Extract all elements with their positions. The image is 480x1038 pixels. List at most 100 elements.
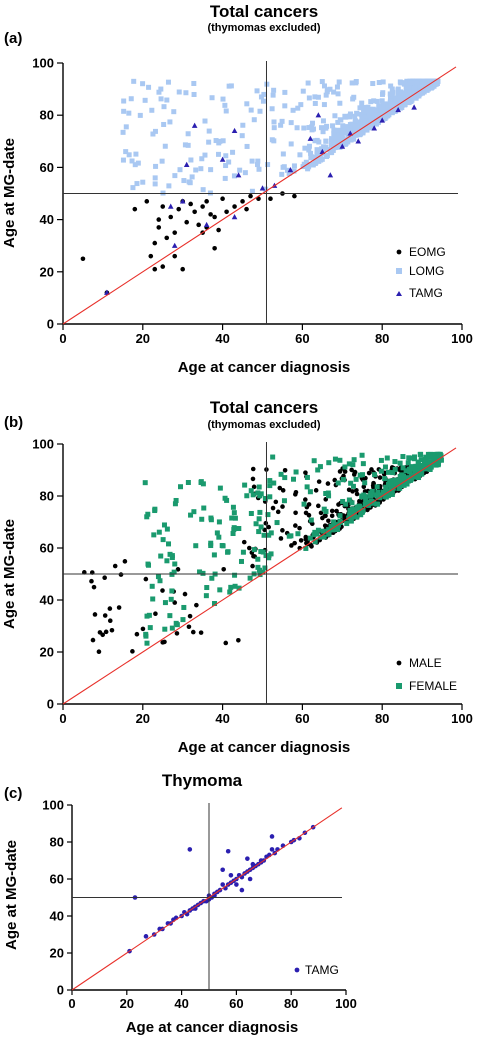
data-point-female xyxy=(147,625,153,631)
data-point-female xyxy=(248,510,254,516)
data-point-lomg xyxy=(306,164,312,170)
data-point-lomg xyxy=(159,158,165,164)
data-point-lomg xyxy=(164,97,170,103)
data-point-female xyxy=(156,529,162,535)
data-point-female xyxy=(304,474,310,480)
data-point-female xyxy=(255,564,261,570)
data-point-lomg xyxy=(171,109,177,115)
data-point-lomg xyxy=(402,102,408,108)
data-point-female xyxy=(152,508,158,514)
data-point-lomg xyxy=(398,80,404,86)
data-point-female xyxy=(162,600,168,606)
data-point-lomg xyxy=(206,128,212,134)
data-point-lomg xyxy=(353,132,359,138)
data-point-lomg xyxy=(185,142,191,148)
data-point-female xyxy=(348,518,354,524)
data-point-female xyxy=(401,476,407,482)
data-point-lomg xyxy=(312,138,318,144)
data-point-lomg xyxy=(405,93,411,99)
data-point-female xyxy=(227,589,233,595)
data-point-tamg xyxy=(259,185,266,191)
data-point-male xyxy=(247,545,252,551)
data-point-male xyxy=(275,509,281,515)
data-point-male xyxy=(92,612,98,617)
data-point-lomg xyxy=(255,162,261,168)
data-point-eomg xyxy=(156,217,162,222)
data-point-lomg xyxy=(370,81,376,87)
panel-c-title: Thymoma xyxy=(162,771,243,790)
data-point-lomg xyxy=(335,127,341,133)
data-point-female xyxy=(217,485,223,491)
data-point-lomg xyxy=(140,81,146,87)
data-point-lomg xyxy=(384,107,390,113)
data-point-male xyxy=(89,578,94,584)
data-point-lomg xyxy=(378,107,384,113)
data-point-female xyxy=(392,459,398,465)
data-point-lomg xyxy=(392,108,398,114)
data-point-male xyxy=(297,525,302,531)
data-point-female xyxy=(363,496,369,502)
data-point-lomg xyxy=(303,159,309,165)
data-point-male xyxy=(194,602,199,608)
data-point-tamg xyxy=(143,934,149,939)
data-point-lomg xyxy=(188,157,194,163)
data-point-lomg xyxy=(183,90,189,96)
data-point-female xyxy=(351,514,357,520)
data-point-lomg xyxy=(401,90,407,96)
legend-tamg-marker xyxy=(396,291,402,296)
data-point-female xyxy=(261,532,267,538)
data-point-lomg xyxy=(327,86,333,92)
data-point-tamg xyxy=(339,143,346,149)
data-point-lomg xyxy=(347,111,353,117)
data-point-lomg xyxy=(342,113,348,119)
data-point-female xyxy=(267,483,273,489)
x-tick-label: 80 xyxy=(375,711,389,726)
x-tick-label: 100 xyxy=(335,996,357,1011)
data-point-lomg xyxy=(376,80,382,86)
data-point-lomg xyxy=(149,107,155,113)
y-tick-label: 60 xyxy=(50,872,64,887)
data-point-male xyxy=(102,613,108,618)
data-point-lomg xyxy=(126,110,132,116)
data-point-female xyxy=(354,514,360,520)
data-point-lomg xyxy=(330,123,336,129)
data-point-eomg xyxy=(164,235,170,241)
legend-tamg-label: TAMG xyxy=(409,286,443,300)
data-point-female xyxy=(230,504,236,510)
data-point-eomg xyxy=(172,230,178,235)
y-tick-label: 0 xyxy=(57,983,64,998)
data-point-female xyxy=(216,519,222,525)
data-point-male xyxy=(182,591,188,597)
data-point-lomg xyxy=(308,161,314,167)
data-point-female xyxy=(431,454,437,460)
panel-b-plot: 0 20 40 60 80 100 0 20 40 60 80 100 xyxy=(32,437,473,727)
data-point-male xyxy=(280,488,286,493)
data-point-female xyxy=(405,460,411,466)
panel-b-letter: (b) xyxy=(4,414,23,431)
data-point-male xyxy=(352,469,358,475)
data-point-male xyxy=(103,629,109,635)
data-point-lomg xyxy=(385,113,391,119)
data-point-lomg xyxy=(158,86,164,92)
data-point-male xyxy=(153,611,158,617)
y-tick-label: 20 xyxy=(40,264,54,279)
data-point-lomg xyxy=(308,150,314,156)
data-point-lomg xyxy=(354,110,360,116)
data-point-lomg xyxy=(237,167,243,173)
data-point-lomg xyxy=(152,128,158,134)
data-point-lomg xyxy=(380,79,386,85)
data-point-lomg xyxy=(312,94,318,100)
data-point-female xyxy=(256,484,262,490)
data-point-lomg xyxy=(244,101,250,107)
data-point-male xyxy=(97,630,103,635)
data-point-male xyxy=(266,524,271,530)
data-point-male xyxy=(277,485,283,491)
data-point-male xyxy=(174,631,180,636)
data-point-lomg xyxy=(132,162,138,168)
data-point-female xyxy=(343,501,349,507)
data-point-female xyxy=(290,476,296,482)
data-point-lomg xyxy=(335,119,341,125)
data-point-lomg xyxy=(150,131,156,137)
data-point-male xyxy=(107,618,113,624)
data-point-lomg xyxy=(344,129,350,135)
